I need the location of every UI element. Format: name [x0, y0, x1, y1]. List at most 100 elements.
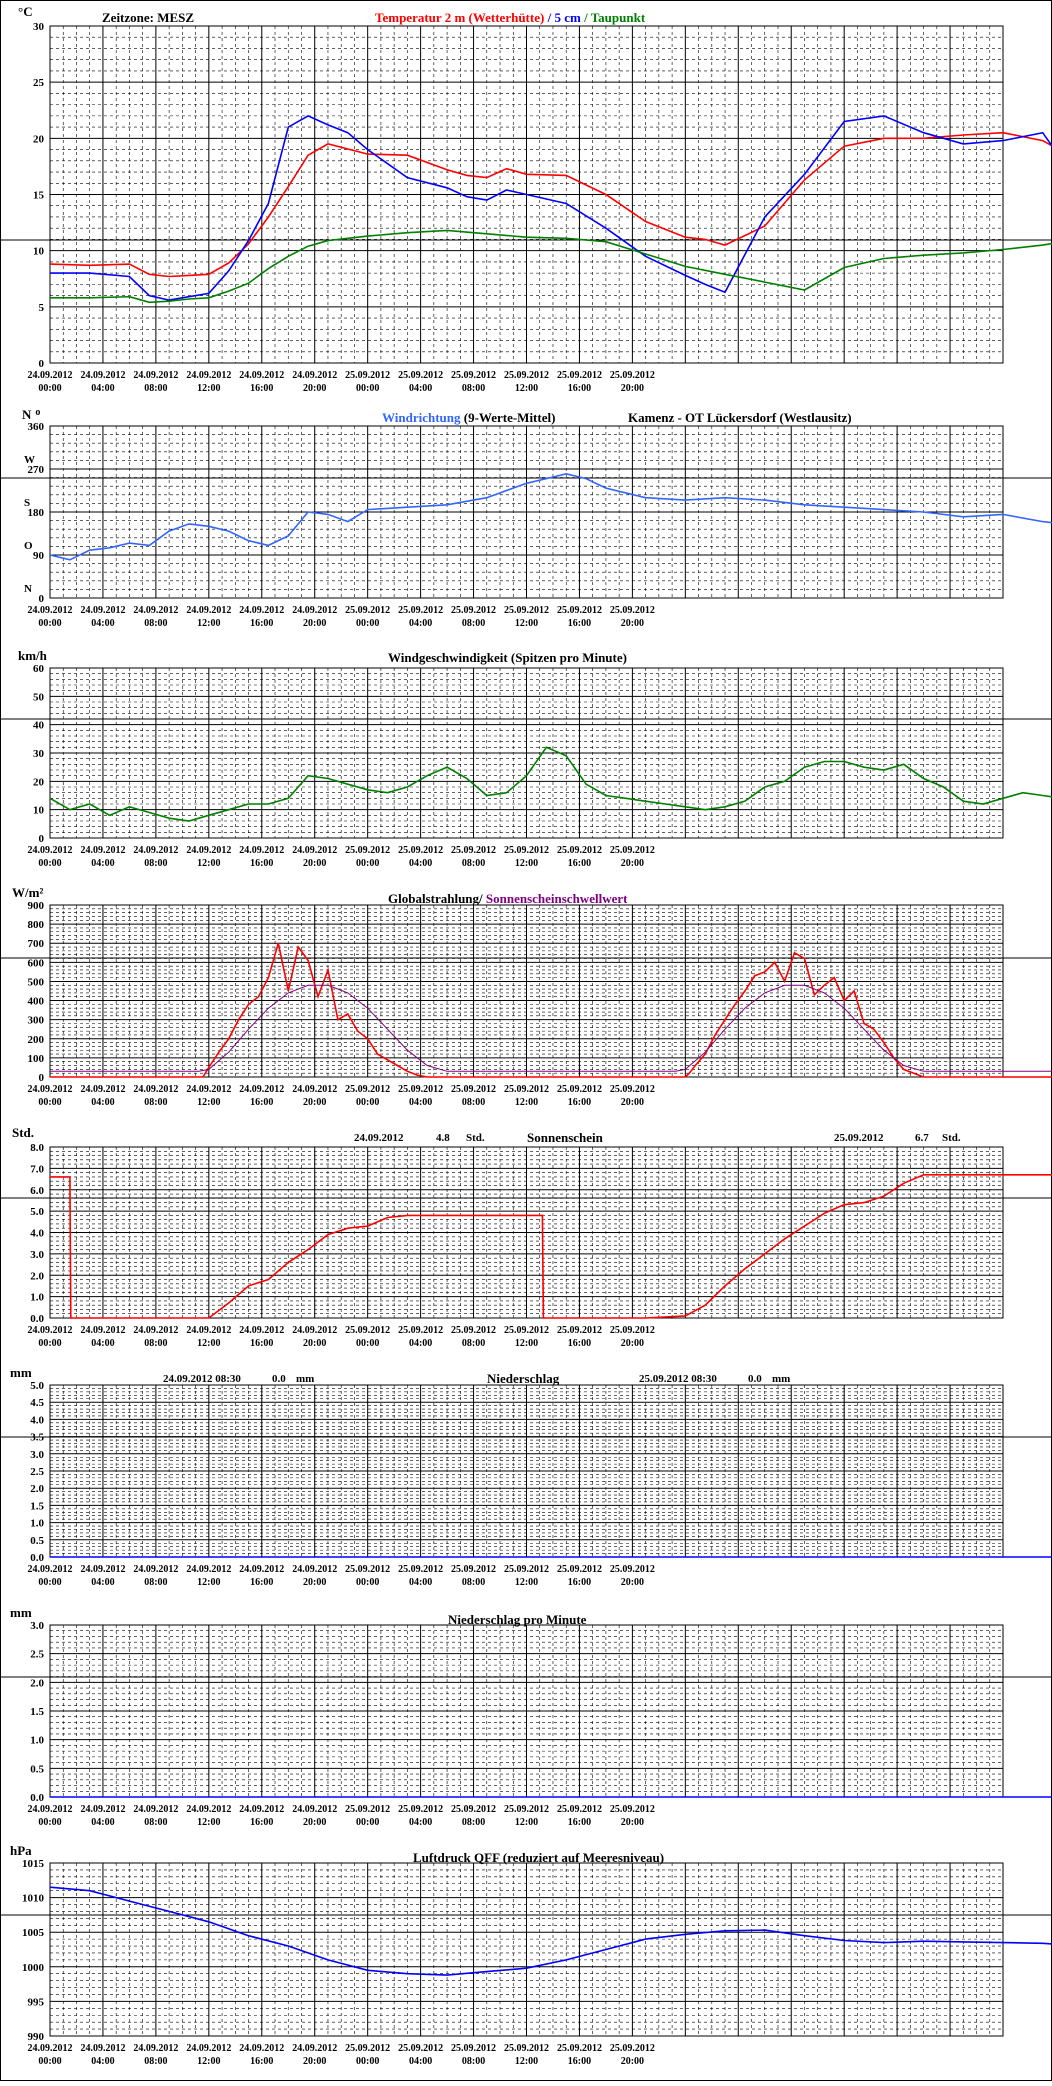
x-tick-time: 16:00	[250, 2056, 273, 2067]
x-tick-date: 24.09.2012	[80, 605, 125, 616]
panel-radiation: W/m² Globalstrahlung/ Sonnenscheinschwel…	[12, 885, 628, 906]
x-tick-time: 04:00	[409, 1577, 432, 1588]
y-tick-label: 60	[33, 663, 45, 675]
x-tick-date: 24.09.2012	[28, 2043, 73, 2054]
x-tick-time: 12:00	[197, 858, 220, 869]
y-tick-label: 6.0	[30, 1185, 44, 1197]
x-tick-time: 00:00	[356, 383, 379, 394]
x-tick-date: 25.09.2012	[610, 2043, 655, 2054]
x-tick-time: 12:00	[197, 1338, 220, 1349]
plot-wind_dir: 090180270360NOSW24.09.201200:0024.09.201…	[24, 421, 1052, 629]
x-tick-date: 25.09.2012	[345, 2043, 390, 2054]
x-tick-time: 04:00	[409, 1817, 432, 1828]
x-tick-date: 25.09.2012	[398, 1325, 443, 1336]
x-tick-time: 16:00	[250, 858, 273, 869]
x-tick-date: 24.09.2012	[186, 1325, 231, 1336]
x-tick-date: 25.09.2012	[345, 370, 390, 381]
y-tick-label: 4.5	[30, 1397, 44, 1409]
x-tick-time: 16:00	[568, 618, 591, 629]
x-tick-time: 00:00	[356, 1338, 379, 1349]
y-tick-label: 2.5	[30, 1649, 44, 1661]
x-tick-time: 16:00	[250, 1338, 273, 1349]
x-tick-time: 16:00	[568, 383, 591, 394]
x-tick-time: 12:00	[515, 1097, 538, 1108]
pressure-unit-label: hPa	[10, 1843, 32, 1858]
x-tick-date: 25.09.2012	[398, 2043, 443, 2054]
x-tick-date: 24.09.2012	[133, 1804, 178, 1815]
compass-label: W	[24, 454, 35, 466]
x-tick-time: 12:00	[197, 383, 220, 394]
x-tick-time: 12:00	[515, 618, 538, 629]
x-tick-date: 24.09.2012	[133, 1325, 178, 1336]
y-tick-label: 360	[28, 421, 45, 433]
x-tick-time: 08:00	[462, 1817, 485, 1828]
x-tick-date: 25.09.2012	[504, 1564, 549, 1575]
x-tick-date: 25.09.2012	[345, 1804, 390, 1815]
y-tick-label: 5.0	[30, 1206, 44, 1218]
x-tick-date: 25.09.2012	[451, 845, 496, 856]
x-tick-date: 24.09.2012	[186, 1564, 231, 1575]
x-tick-date: 25.09.2012	[345, 605, 390, 616]
x-tick-date: 24.09.2012	[186, 2043, 231, 2054]
temp-title-part-1: /	[547, 10, 555, 25]
degree-sign: o	[35, 407, 40, 418]
y-tick-label: 0.0	[30, 1792, 44, 1804]
x-tick-date: 24.09.2012	[28, 1325, 73, 1336]
y-tick-label: 10	[33, 246, 45, 258]
temp-title-part-3: /	[583, 10, 591, 25]
y-tick-label: 0	[39, 593, 45, 605]
x-tick-date: 25.09.2012	[345, 1325, 390, 1336]
panel-precipitation: mm 24.09.2012 08:30 0.0 mm Niederschlag …	[10, 1365, 790, 1386]
plot-wind_speed: 010203040506024.09.201200:0024.09.201204…	[28, 663, 1052, 869]
wind-dir-unit-n: N	[22, 407, 32, 422]
x-tick-date: 25.09.2012	[451, 1804, 496, 1815]
x-tick-time: 04:00	[409, 1097, 432, 1108]
x-tick-date: 24.09.2012	[133, 1564, 178, 1575]
x-tick-time: 20:00	[621, 1577, 644, 1588]
y-tick-label: 1.5	[30, 1706, 44, 1718]
sunshine-title: Sonnenschein	[527, 1130, 604, 1145]
x-tick-date: 25.09.2012	[451, 1564, 496, 1575]
x-tick-time: 00:00	[38, 1338, 61, 1349]
x-tick-date: 24.09.2012	[133, 370, 178, 381]
x-tick-time: 08:00	[144, 618, 167, 629]
x-tick-date: 24.09.2012	[292, 2043, 337, 2054]
y-tick-label: 0.5	[30, 1763, 44, 1775]
sunshine-sum2-unit: Std.	[942, 1132, 961, 1144]
y-tick-label: 1.0	[30, 1735, 44, 1747]
x-tick-time: 08:00	[144, 858, 167, 869]
x-tick-date: 24.09.2012	[186, 1804, 231, 1815]
x-tick-time: 12:00	[197, 618, 220, 629]
x-tick-time: 12:00	[197, 1817, 220, 1828]
x-tick-time: 16:00	[568, 1577, 591, 1588]
x-tick-date: 24.09.2012	[239, 2043, 284, 2054]
panel-wind-speed: km/h Windgeschwindigkeit (Spitzen pro Mi…	[18, 648, 627, 665]
x-tick-date: 25.09.2012	[557, 2043, 602, 2054]
x-tick-date: 25.09.2012	[504, 1084, 549, 1095]
x-tick-time: 00:00	[356, 858, 379, 869]
series-line	[50, 1887, 1052, 1975]
x-tick-time: 20:00	[303, 1577, 326, 1588]
compass-label: N	[24, 583, 32, 595]
x-tick-date: 25.09.2012	[345, 1084, 390, 1095]
compass-label: O	[24, 540, 33, 552]
x-tick-date: 25.09.2012	[610, 605, 655, 616]
x-tick-time: 08:00	[462, 1577, 485, 1588]
temp-title-part-2: 5 cm	[554, 10, 581, 25]
x-tick-time: 16:00	[568, 2056, 591, 2067]
temp-title: Temperatur 2 m (Wetterhütte) / 5 cm / Ta…	[375, 10, 646, 25]
x-tick-time: 04:00	[409, 858, 432, 869]
series-line	[50, 474, 1052, 560]
y-tick-label: 995	[28, 1996, 45, 2008]
y-tick-label: 1.0	[30, 1292, 44, 1304]
x-tick-time: 04:00	[91, 1577, 114, 1588]
x-tick-date: 25.09.2012	[504, 845, 549, 856]
radiation-title-b: Sonnenscheinschwellwert	[486, 891, 628, 906]
x-tick-time: 00:00	[38, 1817, 61, 1828]
x-tick-time: 04:00	[91, 1817, 114, 1828]
series-line	[50, 133, 1052, 277]
x-tick-time: 12:00	[515, 858, 538, 869]
x-tick-date: 24.09.2012	[80, 1325, 125, 1336]
